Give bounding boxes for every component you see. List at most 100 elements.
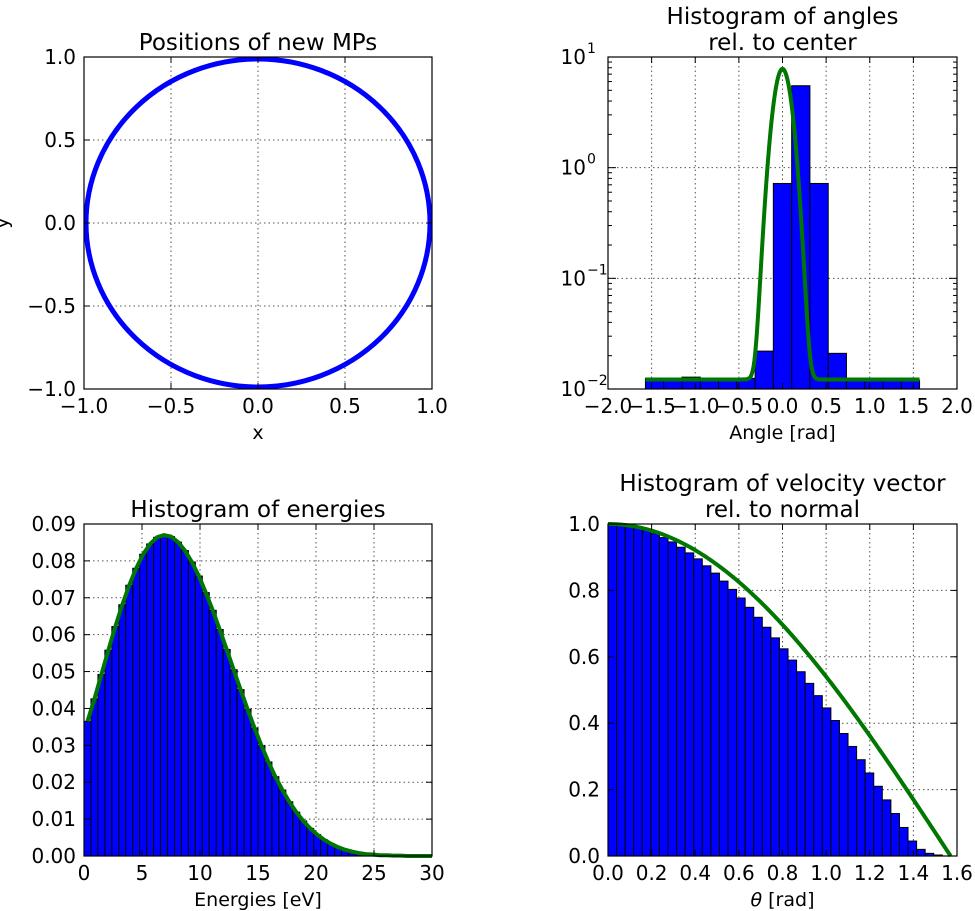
- x-tick-label: 1.0: [810, 861, 842, 885]
- velocity-bar: [701, 565, 712, 857]
- positions-panel: −1.0 −0.5 0.0 0.5 1.0 −1.0 −0.5 0.0 0.5 1.0 Posit…: [0, 30, 448, 444]
- positions-ticks: −1.0 −0.5 0.0 0.5 1.0 −1.0 −0.5 0.0 0.5 1.0: [27, 45, 447, 418]
- energies-bar: [125, 584, 134, 857]
- energies-bar: [229, 669, 238, 857]
- velocity-bar: [658, 537, 669, 857]
- x-tick-label: −1.0: [60, 394, 109, 418]
- energies-bar: [153, 536, 162, 857]
- x-tick-label: −0.5: [715, 394, 764, 418]
- y-tick-label: 0.06: [31, 623, 76, 647]
- angles-bar: [864, 379, 884, 390]
- x-tick-label: 0.0: [592, 861, 624, 885]
- y-tick-label: 0.8: [568, 578, 600, 602]
- velocity-bar: [916, 848, 926, 857]
- y-tick-label: 0.02: [31, 770, 76, 794]
- y-tick-label: 0.08: [31, 549, 76, 573]
- x-tick-label: −2.0: [584, 394, 633, 418]
- x-tick-label: 1.6: [941, 861, 973, 885]
- velocity-bar: [847, 745, 858, 857]
- angles-panel: −2.0−1.5−1.0−0.5 0.0 0.5 1.0 1.5 2.010 −210 −11…: [561, 4, 973, 444]
- velocity-bar: [804, 682, 815, 857]
- y-tick-label: 0.04: [31, 696, 76, 720]
- x-tick-label: 15: [245, 861, 270, 885]
- positions-marks: [83, 56, 433, 390]
- x-tick-label: −0.5: [147, 394, 196, 418]
- energies-panel: 0 5 10 15 20 25 30 0.00 0.01 0.02 0.03 0.04 0.05 0.06…: [31, 497, 444, 911]
- energies-bar: [132, 567, 141, 857]
- y-tick-exponent: −2: [587, 373, 608, 389]
- velocity-bar: [787, 659, 798, 857]
- x-tick-label: 0.6: [723, 861, 755, 885]
- energies-bar: [97, 674, 106, 857]
- y-tick-label: 0.2: [568, 778, 600, 802]
- energies-bar: [146, 543, 155, 857]
- energies-marks: [83, 533, 432, 858]
- x-tick-label: 30: [419, 861, 444, 885]
- positions-xlabel: x: [252, 422, 263, 444]
- angles-bar: [809, 182, 829, 390]
- velocity-bar: [821, 707, 832, 857]
- energies-bar: [160, 534, 169, 857]
- y-tick-exponent: 1: [587, 41, 596, 57]
- positions-grid: [84, 57, 432, 389]
- energies-bar: [201, 592, 210, 857]
- energies-bar: [222, 648, 231, 857]
- y-tick-label: 0.01: [31, 807, 76, 831]
- velocity-bar: [650, 533, 660, 857]
- velocity-bar: [778, 648, 789, 857]
- x-tick-label: 0.8: [767, 861, 799, 885]
- x-tick-label: 1.5: [897, 394, 929, 418]
- velocity-bar: [873, 785, 883, 857]
- title-line: rel. to normal: [705, 497, 860, 523]
- velocity-bar: [830, 720, 840, 857]
- y-tick-label: 0.4: [568, 711, 600, 735]
- title-line: Histogram of angles: [667, 4, 899, 30]
- velocity-bar: [864, 772, 875, 857]
- angles-bar: [900, 379, 921, 390]
- energies-bar: [208, 609, 217, 857]
- energies-bar: [90, 698, 99, 857]
- velocity-bar: [667, 541, 678, 857]
- velocity-bar: [727, 588, 738, 857]
- energies-bar: [264, 761, 273, 857]
- velocity-bar: [856, 759, 866, 857]
- xlabel-text: [rad]: [762, 889, 814, 911]
- title-line: Histogram of energies: [130, 497, 385, 523]
- energies-bar: [243, 708, 252, 857]
- xlabel-symbol: θ: [750, 889, 762, 911]
- x-tick-label: 25: [361, 861, 386, 885]
- y-tick-label: 10: [561, 266, 586, 290]
- energies-bar: [187, 561, 196, 857]
- energies-bar: [111, 626, 120, 857]
- angles-bar: [827, 352, 847, 390]
- velocity-bar: [736, 597, 746, 857]
- energies-bar: [180, 550, 189, 857]
- y-tick-label: 0.0: [568, 844, 600, 868]
- energies-title: Histogram of energies: [130, 497, 385, 523]
- title-line: Positions of new MPs: [139, 30, 377, 56]
- energies-bar: [257, 745, 266, 857]
- velocity-panel: 0.0 0.2 0.4 0.6 0.8 1.0 1.2 1.4 1.6 0.0 0.2 0.4 0.6 0…: [568, 471, 973, 911]
- x-tick-label: 0: [78, 861, 91, 885]
- energies-bar: [83, 720, 92, 857]
- velocity-bar: [890, 813, 900, 857]
- velocity-bar: [907, 840, 918, 857]
- velocity-title: Histogram of velocity vector rel. to norm…: [619, 471, 946, 523]
- x-tick-label: 10: [187, 861, 212, 885]
- positions-ylabel: y: [0, 217, 13, 228]
- y-tick-label: −0.5: [27, 294, 76, 318]
- velocity-bar: [624, 525, 635, 857]
- velocity-bar: [796, 671, 806, 857]
- y-tick-label: 0.6: [568, 645, 600, 669]
- velocity-xlabel: θ [rad]: [750, 889, 814, 911]
- y-tick-label: 10: [561, 377, 586, 401]
- angles-marks: [644, 66, 921, 390]
- energies-xlabel: Energies [eV]: [194, 889, 322, 911]
- y-tick-label: 10: [561, 156, 586, 180]
- velocity-bar: [633, 527, 643, 857]
- x-tick-label: 1.2: [854, 861, 886, 885]
- positions-title: Positions of new MPs: [139, 30, 377, 56]
- y-tick-label: 0.07: [31, 586, 76, 610]
- energies-bar: [139, 553, 148, 857]
- y-tick-label: 0.05: [31, 660, 76, 684]
